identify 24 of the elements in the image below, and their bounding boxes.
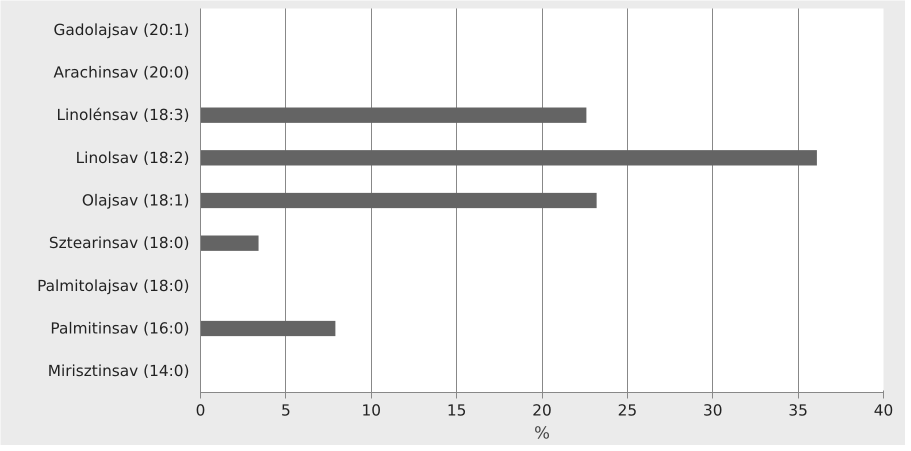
bar bbox=[200, 192, 597, 208]
y-tick-label: Olajsav (18:1) bbox=[82, 192, 190, 210]
x-tick-label: 5 bbox=[281, 402, 291, 420]
x-tick-label: 25 bbox=[618, 402, 638, 420]
x-tick-label: 20 bbox=[532, 402, 552, 420]
x-tick-label: 15 bbox=[446, 402, 466, 420]
y-tick-label: Arachinsav (20:0) bbox=[54, 64, 190, 82]
y-tick-label: Sztearinsav (18:0) bbox=[48, 234, 190, 252]
y-tick-label: Linolsav (18:2) bbox=[76, 148, 190, 167]
x-tick-label: 0 bbox=[196, 402, 206, 420]
x-tick-label: 30 bbox=[703, 402, 723, 420]
y-tick-label: Mirisztinsav (14:0) bbox=[48, 362, 190, 380]
x-tick-label: 35 bbox=[788, 402, 808, 420]
bar bbox=[200, 320, 336, 336]
y-tick-label: Linolénsav (18:3) bbox=[56, 106, 190, 124]
y-tick-label: Palmitinsav (16:0) bbox=[50, 320, 190, 338]
x-tick-label: 40 bbox=[874, 402, 894, 420]
y-tick-label: Palmitolajsav (18:0) bbox=[37, 276, 190, 295]
bar bbox=[200, 235, 259, 251]
x-axis-title: % bbox=[534, 424, 550, 442]
x-tick-label: 10 bbox=[362, 402, 382, 420]
bar bbox=[200, 107, 586, 123]
bar bbox=[200, 150, 817, 166]
y-tick-label: Gadolajsav (20:1) bbox=[54, 20, 190, 39]
